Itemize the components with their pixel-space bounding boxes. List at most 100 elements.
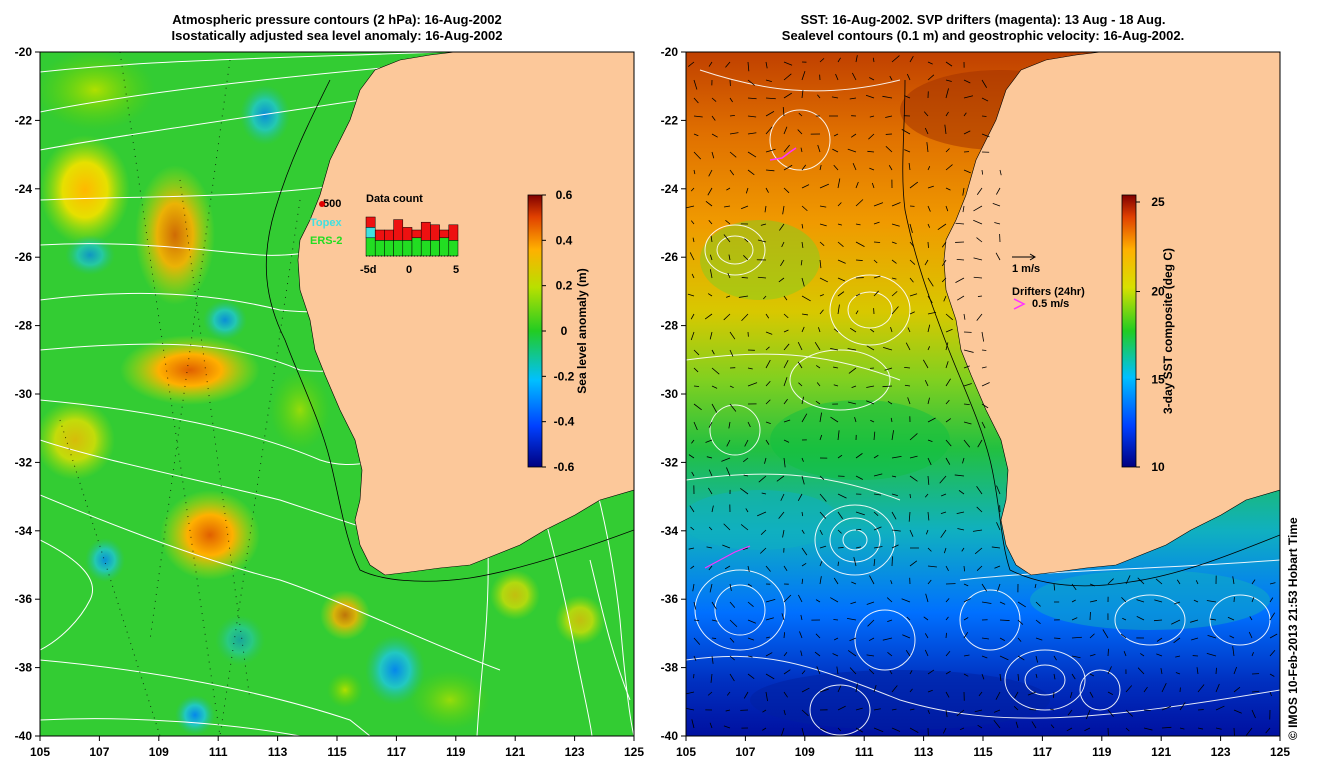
velocity-arrow	[781, 241, 785, 248]
velocity-arrow	[1160, 668, 1163, 675]
velocity-arrow	[996, 485, 1001, 495]
velocity-arrow	[963, 313, 966, 320]
velocity-arrow	[783, 377, 788, 387]
colorbar-tick-label: 25	[1151, 195, 1165, 209]
velocity-arrow	[981, 97, 989, 102]
velocity-arrow	[889, 670, 893, 675]
velocity-arrow	[908, 162, 911, 171]
velocity-arrow	[923, 616, 929, 621]
velocity-arrow	[891, 259, 897, 264]
velocity-arrow	[819, 412, 822, 423]
velocity-arrow	[819, 294, 824, 297]
velocity-arrow	[692, 583, 695, 592]
velocity-arrow	[1215, 727, 1222, 730]
velocity-arrow	[693, 151, 702, 160]
drifter-legend-arrow	[1013, 298, 1026, 310]
velocity-arrow	[981, 403, 989, 409]
colorbar-tick-label: -0.4	[554, 415, 575, 429]
velocity-arrow	[723, 523, 731, 531]
velocity-arrow	[869, 575, 875, 585]
velocity-arrow	[801, 578, 804, 585]
velocity-arrow	[708, 219, 713, 225]
velocity-arrow	[765, 399, 771, 405]
velocity-arrow	[1179, 727, 1185, 730]
velocity-arrow	[1053, 673, 1056, 680]
velocity-arrow	[800, 259, 803, 266]
velocity-arrow	[783, 398, 788, 405]
velocity-arrow	[1013, 706, 1019, 711]
velocity-arrow	[886, 597, 893, 603]
velocity-arrow	[944, 124, 947, 135]
velocity-arrow	[890, 580, 893, 585]
velocity-arrow	[945, 457, 951, 465]
velocity-arrow	[783, 73, 792, 81]
velocity-arrow	[707, 691, 713, 696]
y-tick-label: -36	[661, 592, 679, 606]
velocity-arrow	[1174, 601, 1181, 605]
velocity-arrow	[801, 223, 804, 229]
velocity-arrow	[1161, 682, 1167, 693]
velocity-arrow	[709, 331, 713, 340]
velocity-arrow	[882, 95, 893, 99]
velocity-arrow	[873, 290, 879, 297]
left-title: Atmospheric pressure contours (2 hPa): 1…	[40, 12, 634, 44]
x-tick-label: 105	[676, 745, 696, 759]
sla-colorbar-ticks: 0.6 0.4 0.2 0 -0.2 -0.4 -0.6	[542, 188, 575, 474]
velocity-arrow	[837, 529, 842, 534]
velocity-arrow	[783, 709, 786, 716]
x-tick-label: 107	[89, 745, 109, 759]
velocity-arrow	[710, 235, 713, 243]
velocity-arrow	[711, 619, 718, 622]
y-tick-label: -20	[661, 45, 679, 59]
velocity-arrow	[924, 633, 929, 639]
velocity-arrow	[887, 652, 893, 657]
velocity-arrow	[891, 455, 902, 459]
colorbar-tick-label: 0.6	[556, 188, 573, 202]
velocity-arrow	[691, 273, 695, 279]
velocity-arrow	[747, 97, 757, 100]
x-tick-label: 111	[209, 745, 228, 759]
velocity-arrow	[873, 546, 883, 549]
x-tick-label: 113	[914, 745, 934, 759]
velocity-arrow	[1137, 667, 1145, 675]
velocity-arrow	[765, 599, 776, 603]
velocity-arrow	[945, 313, 954, 321]
data-count-bar-other	[393, 219, 404, 241]
velocity-arrow	[855, 546, 862, 549]
velocity-arrow	[926, 142, 929, 153]
velocity-arrow	[963, 349, 974, 353]
right-title: SST: 16-Aug-2002. SVP drifters (magenta)…	[686, 12, 1280, 44]
velocity-arrow	[1156, 653, 1163, 657]
velocity-arrow	[765, 673, 775, 680]
data-count-scale: 500	[323, 198, 341, 210]
velocity-arrow	[729, 403, 737, 412]
velocity-arrow	[901, 129, 911, 135]
velocity-arrow	[891, 223, 900, 227]
velocity-arrow	[981, 637, 990, 640]
velocity-arrow	[945, 79, 952, 82]
velocity-arrow	[837, 304, 840, 315]
velocity-arrow	[1206, 600, 1217, 603]
y-tick-label: -24	[15, 182, 33, 196]
velocity-arrow	[800, 614, 803, 621]
velocity-arrow	[801, 687, 810, 693]
velocity-arrow	[945, 164, 953, 171]
velocity-arrow	[747, 151, 757, 158]
velocity-arrow	[816, 382, 821, 387]
velocity-arrow	[891, 291, 898, 297]
velocity-arrow	[783, 439, 790, 443]
right-australia-land	[943, 52, 1280, 576]
velocity-arrow	[939, 475, 947, 484]
velocity-arrow	[909, 311, 915, 315]
velocity-arrow	[801, 90, 804, 99]
velocity-arrow	[943, 295, 947, 302]
velocity-arrow	[850, 133, 857, 138]
velocity-arrow	[1031, 721, 1037, 729]
velocity-arrow	[849, 97, 857, 100]
velocity-arrow	[1071, 617, 1078, 621]
velocity-arrow	[711, 655, 714, 664]
geostrophic-velocity-arrows	[686, 55, 1278, 736]
velocity-arrow	[995, 252, 1001, 261]
velocity-arrow	[819, 183, 830, 189]
velocity-arrow	[783, 295, 788, 301]
